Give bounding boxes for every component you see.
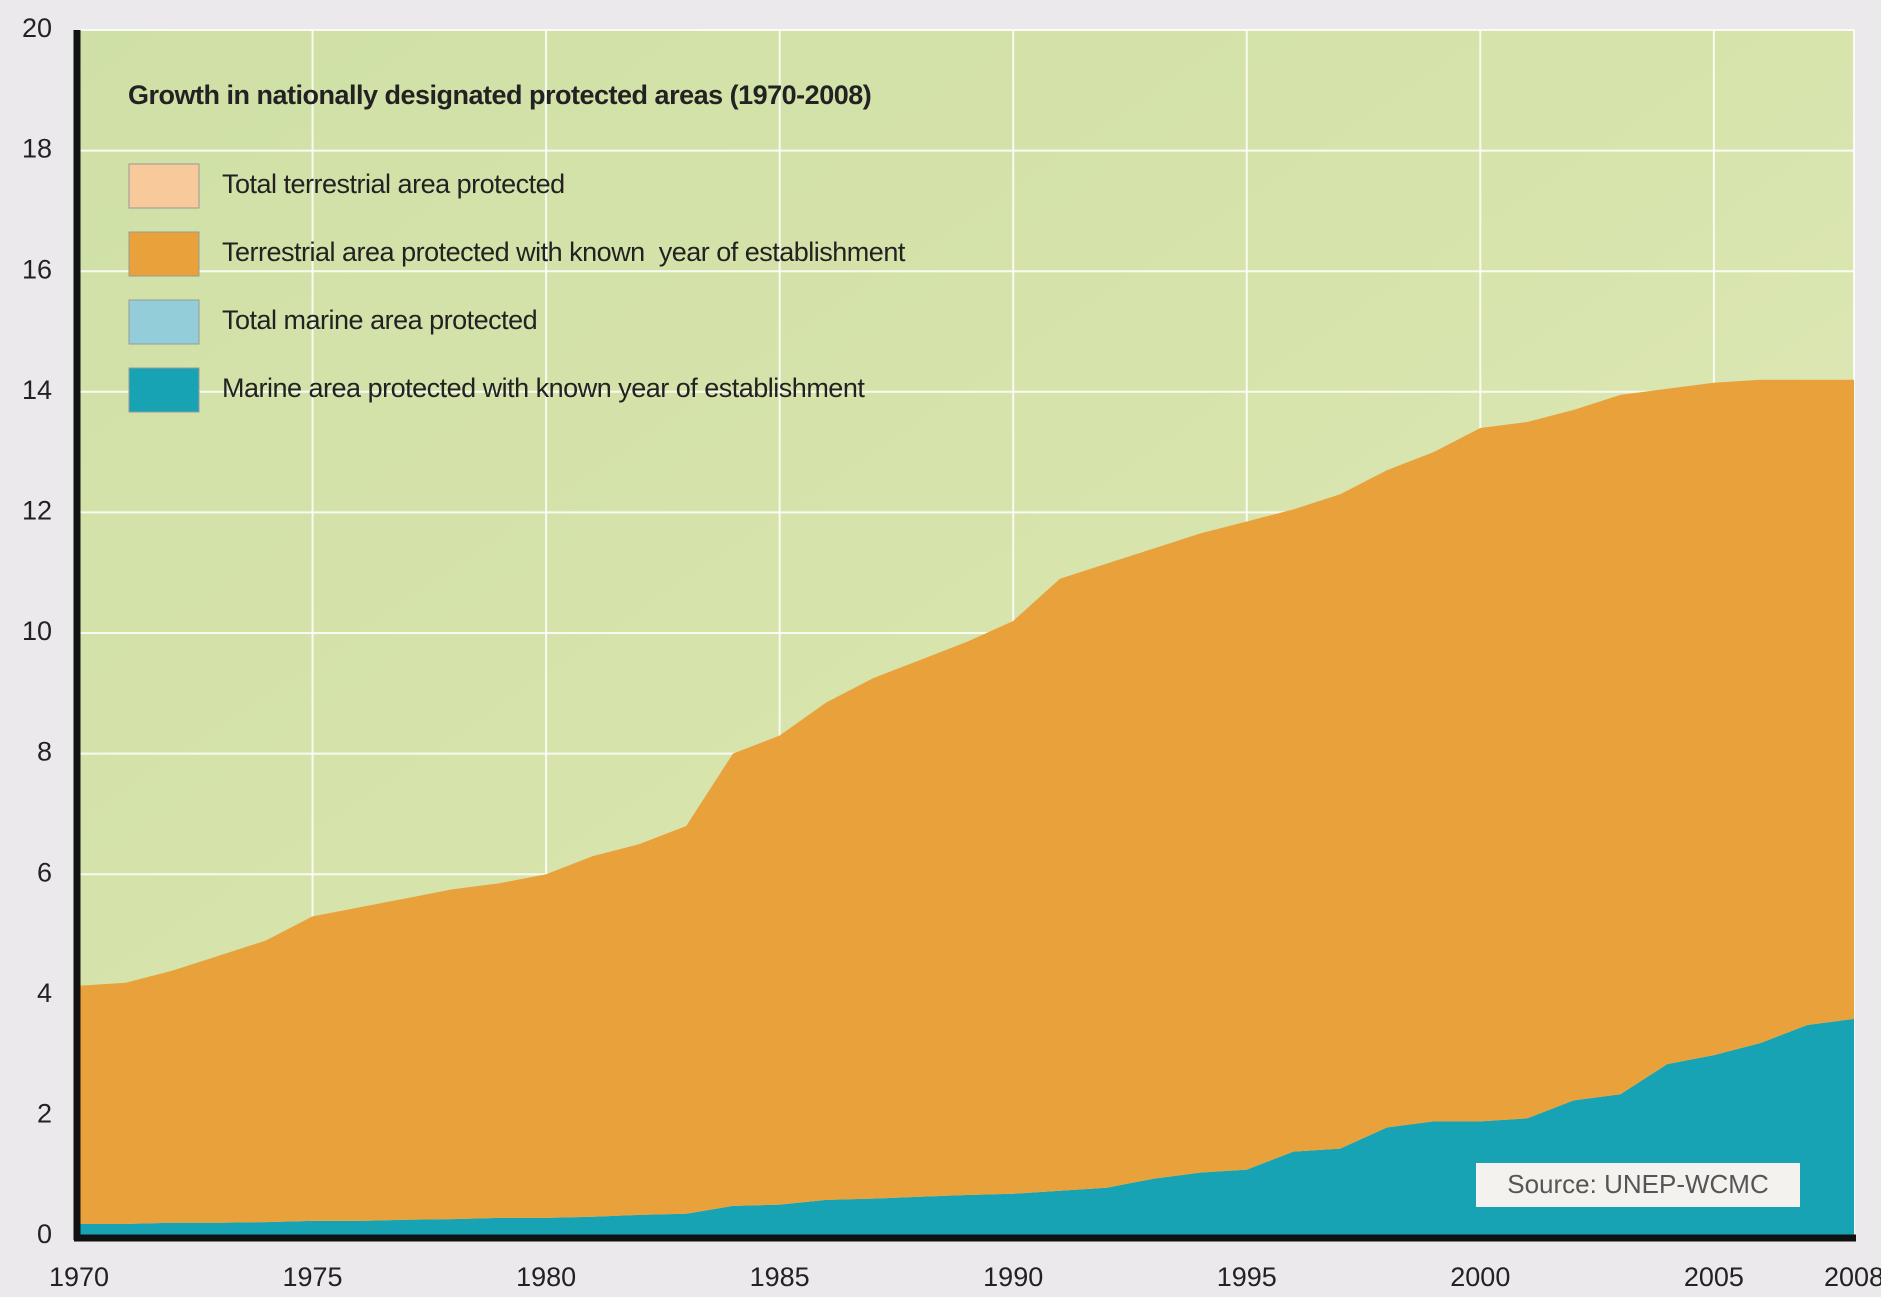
y-tick-label: 8 xyxy=(37,737,52,767)
legend-swatch xyxy=(128,367,200,413)
tick-labels: 0 2 4 6 8 10 12 14 16 18 20 1970 1975 1980 1985 1990 199… xyxy=(22,13,1881,1292)
x-tick-label: 1990 xyxy=(983,1262,1043,1292)
legend-label: Marine area protected with known year of… xyxy=(222,373,865,403)
y-tick-label: 12 xyxy=(22,496,52,526)
y-tick-label: 16 xyxy=(22,254,52,284)
x-tick-label: 2000 xyxy=(1450,1262,1510,1292)
area xyxy=(79,1018,1854,1236)
x-tick-label: 1970 xyxy=(49,1262,109,1292)
x-tick-label: 1980 xyxy=(516,1262,576,1292)
legend: Total terrestrial area protected Terrestr… xyxy=(128,163,906,413)
x-tick-label: 2005 xyxy=(1684,1262,1744,1292)
y-tick-label: 2 xyxy=(37,1099,52,1129)
legend-label: Total terrestrial area protected xyxy=(222,169,565,199)
source-box xyxy=(1476,1163,1800,1207)
chart-title: Growth in nationally designated protecte… xyxy=(128,80,871,110)
y-tick-label: 20 xyxy=(22,13,52,43)
x-tick-label: 1995 xyxy=(1217,1262,1277,1292)
y-tick-label: 6 xyxy=(37,857,52,887)
source: Source: UNEP-WCMC xyxy=(1507,1169,1768,1199)
areas xyxy=(79,379,1854,1236)
x-tick-label: 2008 xyxy=(1824,1262,1881,1292)
y-tick-label: 18 xyxy=(22,134,52,164)
legend-label: Terrestrial area protected with known ye… xyxy=(222,237,906,267)
area xyxy=(79,379,1854,1224)
x-tick-label: 1985 xyxy=(750,1262,810,1292)
y-tick-label: 4 xyxy=(37,978,52,1008)
x-tick-label: 1975 xyxy=(283,1262,343,1292)
legend-swatch xyxy=(128,163,200,209)
legend-label: Total marine area protected xyxy=(222,305,537,335)
legend-swatch xyxy=(128,231,200,277)
y-tick-label: 10 xyxy=(22,616,52,646)
y-tick-label: 0 xyxy=(37,1219,52,1249)
y-tick-label: 14 xyxy=(22,375,52,405)
legend-swatch xyxy=(128,299,200,345)
